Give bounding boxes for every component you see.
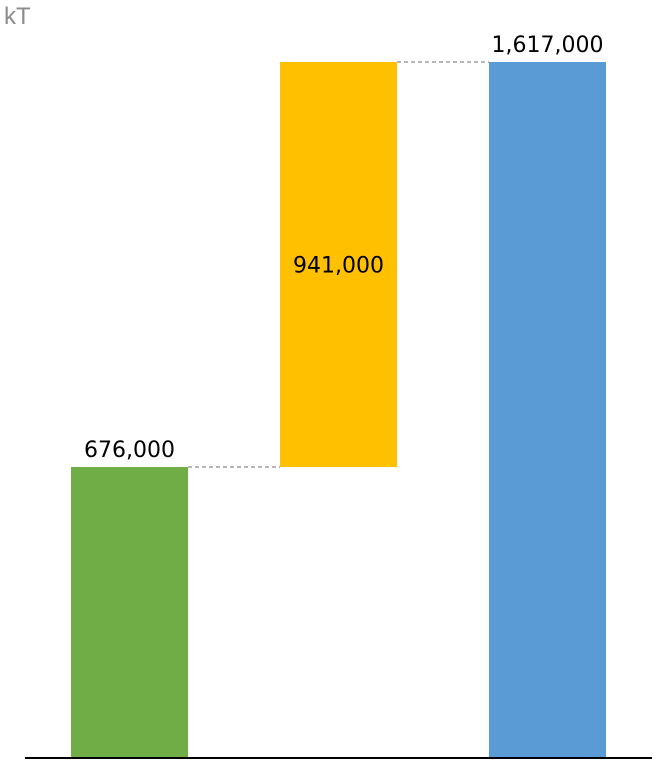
bar-increase — [280, 62, 397, 468]
data-label-total: 1,617,000 — [492, 33, 604, 58]
connectors-group — [188, 61, 489, 468]
data-label-start: 676,000 — [84, 438, 175, 463]
data-labels-group: 676,000 941,000 1,617,000 — [84, 33, 603, 463]
unit-label: kT — [4, 3, 31, 30]
bar-start — [71, 467, 188, 758]
bar-total — [489, 62, 606, 758]
bars-group — [71, 62, 606, 758]
data-label-increase: 941,000 — [293, 254, 384, 279]
